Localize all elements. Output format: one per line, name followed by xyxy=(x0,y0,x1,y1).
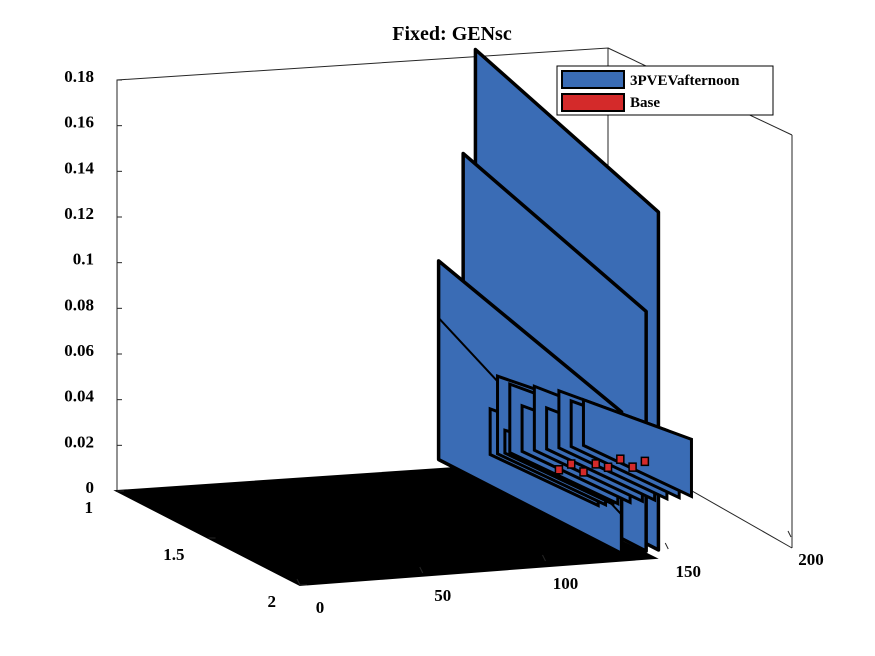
x-tick-mark xyxy=(419,566,424,574)
legend-label-3pvevafternoon: 3PVEVafternoon xyxy=(630,73,740,89)
base-series-mark xyxy=(566,459,576,469)
z-tick-label: 0.16 xyxy=(64,113,94,132)
z-tick-label: 0.14 xyxy=(64,158,94,177)
z-axis-ticks: 0 0.02 0.04 0.06 0.08 0.1 0.12 0.14 0.16 0.18 xyxy=(64,67,122,497)
x-tick-mark xyxy=(664,542,669,550)
z-tick-label: 0.1 xyxy=(73,250,94,269)
base-series-mark xyxy=(640,456,650,467)
x-tick-label: 100 xyxy=(553,574,579,593)
legend-label-base: Base xyxy=(630,95,660,111)
ripple-strip xyxy=(581,397,693,499)
chart-title: Fixed: GENsc xyxy=(392,23,512,45)
x-tick-mark xyxy=(787,530,792,538)
base-series-mark xyxy=(554,465,564,475)
x-tick-label: 200 xyxy=(798,550,824,569)
base-series-mark xyxy=(628,462,637,472)
surfaces xyxy=(436,47,693,556)
y-tick-label: 1.5 xyxy=(163,545,184,564)
z-tick-label: 0.04 xyxy=(64,387,94,406)
base-series-mark xyxy=(591,459,601,469)
base-series-mark xyxy=(616,454,625,464)
z-tick-label: 0 xyxy=(86,478,95,497)
x-tick-mark xyxy=(542,554,546,562)
x-tick-label: 0 xyxy=(316,598,325,617)
legend-swatch-base xyxy=(561,93,625,112)
y-tick-label: 2 xyxy=(268,592,277,611)
z-tick-label: 0.18 xyxy=(64,67,94,86)
z-tick-label: 0.06 xyxy=(64,341,94,360)
base-series-mark xyxy=(603,462,613,472)
x-tick-label: 150 xyxy=(676,562,702,581)
y-tick-label: 1 xyxy=(85,498,94,517)
x-axis-ticks: 0 50 100 150 200 xyxy=(296,530,824,617)
legend-swatch-3pvevafternoon xyxy=(561,70,625,89)
x-tick-mark xyxy=(296,578,301,586)
z-tick-label: 0.02 xyxy=(64,432,94,451)
base-series-mark xyxy=(579,467,588,477)
y-axis-ticks: 11.52 xyxy=(85,490,307,611)
z-tick-label: 0.08 xyxy=(64,295,94,314)
legend: 3PVEVafternoon Base xyxy=(556,65,774,116)
z-tick-label: 0.12 xyxy=(64,204,94,223)
x-tick-label: 50 xyxy=(434,586,451,605)
